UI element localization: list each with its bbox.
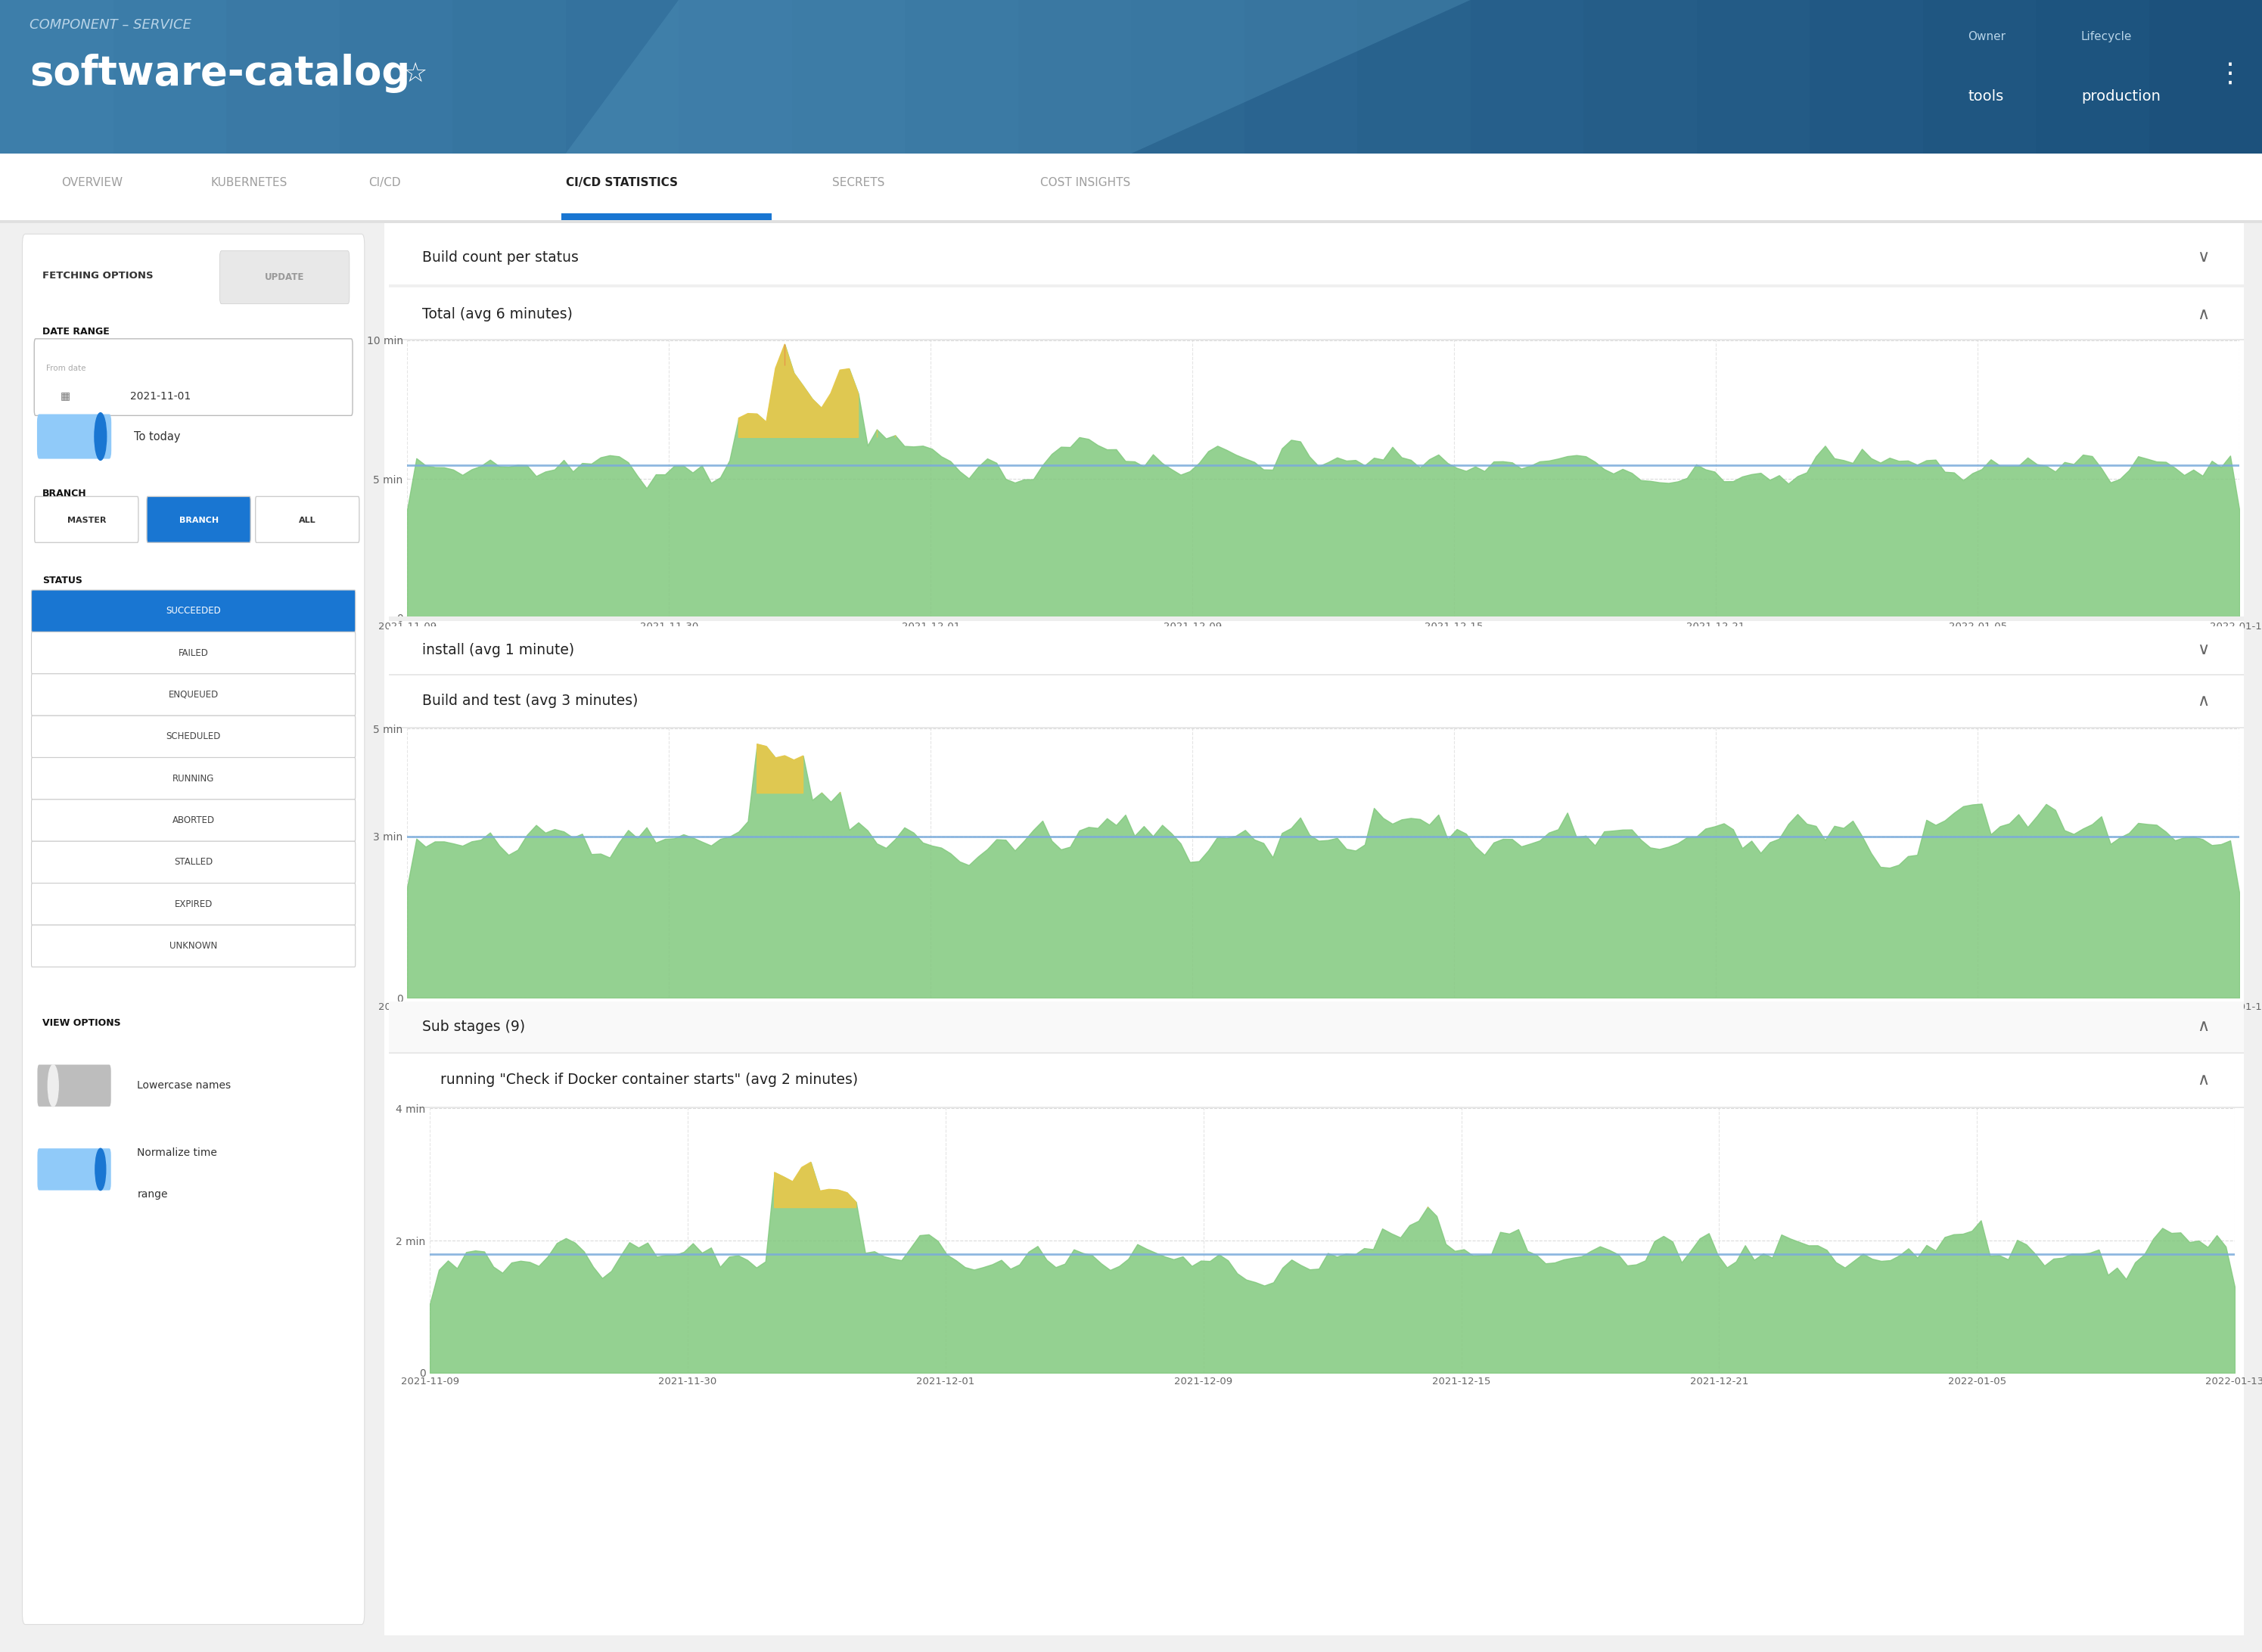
Text: 2021-11-01: 2021-11-01 [131,392,190,401]
Bar [1583,0,1696,154]
Text: ∨: ∨ [2196,249,2210,264]
Bar [679,0,792,154]
FancyBboxPatch shape [32,800,355,841]
Text: OVERVIEW: OVERVIEW [61,177,122,188]
Bar [1470,0,1583,154]
FancyBboxPatch shape [32,884,355,925]
FancyBboxPatch shape [38,1148,111,1191]
FancyBboxPatch shape [23,235,364,1624]
Text: software-catalog: software-catalog [29,55,409,94]
Text: KUBERNETES: KUBERNETES [210,177,287,188]
Text: ABORTED: ABORTED [172,816,215,826]
Bar [339,0,452,154]
Bar [566,0,679,154]
Text: RUNNING: RUNNING [172,773,215,783]
Bar [1810,0,1923,154]
Text: running "Check if Docker container starts" (avg 2 minutes): running "Check if Docker container start… [441,1072,857,1087]
Text: ▦: ▦ [61,392,70,401]
Text: SCHEDULED: SCHEDULED [165,732,222,742]
Text: Total (avg 6 minutes): Total (avg 6 minutes) [423,307,572,322]
Text: ∧: ∧ [2196,1072,2210,1087]
Circle shape [48,1064,59,1107]
Bar [792,0,905,154]
FancyBboxPatch shape [32,841,355,884]
Text: ☆: ☆ [403,61,428,86]
Text: range: range [138,1189,167,1199]
Bar [0,0,113,154]
Bar [1244,0,1357,154]
Text: CI/CD: CI/CD [369,177,400,188]
Text: FETCHING OPTIONS: FETCHING OPTIONS [43,271,154,281]
Text: VIEW OPTIONS: VIEW OPTIONS [43,1018,122,1028]
Bar [1696,0,1810,154]
Text: COST INSIGHTS: COST INSIGHTS [1041,177,1131,188]
Text: STALLED: STALLED [174,857,213,867]
Bar [905,0,1018,154]
Bar [2036,0,2149,154]
FancyBboxPatch shape [36,415,111,459]
Text: Lifecycle: Lifecycle [2081,31,2133,41]
Text: FAILED: FAILED [179,648,208,657]
Text: ∨: ∨ [2196,643,2210,657]
Text: tools: tools [1968,89,2004,104]
Text: MASTER: MASTER [68,517,106,524]
Text: CI/CD STATISTICS: CI/CD STATISTICS [566,177,676,188]
Text: SECRETS: SECRETS [832,177,884,188]
Text: Owner: Owner [1968,31,2006,41]
Text: ∧: ∧ [2196,1019,2210,1034]
Text: Sub stages (9): Sub stages (9) [423,1019,525,1034]
Text: UNKNOWN: UNKNOWN [170,942,217,952]
Text: Normalize time: Normalize time [138,1146,217,1158]
Text: Lowercase names: Lowercase names [138,1080,231,1090]
Text: ∧: ∧ [2196,307,2210,322]
FancyBboxPatch shape [34,339,353,416]
Text: Build and test (avg 3 minutes): Build and test (avg 3 minutes) [423,694,638,709]
Polygon shape [566,0,1470,154]
FancyBboxPatch shape [32,715,355,758]
FancyBboxPatch shape [32,758,355,800]
Bar [2149,0,2262,154]
Text: COMPONENT – SERVICE: COMPONENT – SERVICE [29,18,192,31]
Text: ALL: ALL [299,517,317,524]
FancyBboxPatch shape [32,633,355,674]
Text: STATUS: STATUS [43,575,84,585]
Text: DATE RANGE: DATE RANGE [43,327,111,337]
Bar [1018,0,1131,154]
Bar [452,0,566,154]
FancyBboxPatch shape [38,1064,111,1107]
Text: UPDATE: UPDATE [265,273,305,282]
Bar [1357,0,1470,154]
FancyBboxPatch shape [34,497,138,542]
Text: ENQUEUED: ENQUEUED [167,691,219,700]
FancyBboxPatch shape [256,497,360,542]
Text: ⋮: ⋮ [2217,61,2244,86]
Bar [226,0,339,154]
Text: Build count per status: Build count per status [423,249,579,264]
Bar [0,220,2262,223]
FancyBboxPatch shape [219,251,348,304]
Bar [1131,0,1244,154]
FancyBboxPatch shape [32,925,355,966]
Text: ∧: ∧ [2196,694,2210,709]
Text: To today: To today [133,431,181,443]
FancyBboxPatch shape [147,497,251,542]
Text: From date: From date [45,365,86,372]
Text: BRANCH: BRANCH [179,517,219,524]
Text: BRANCH: BRANCH [43,489,86,499]
Text: production: production [2081,89,2160,104]
Circle shape [95,1148,106,1191]
Bar [561,213,771,220]
Bar [389,1632,2244,1635]
Text: SUCCEEDED: SUCCEEDED [165,606,222,616]
FancyBboxPatch shape [32,674,355,715]
Text: install (avg 1 minute): install (avg 1 minute) [423,643,575,657]
Bar [1923,0,2036,154]
Circle shape [95,413,106,461]
Text: EXPIRED: EXPIRED [174,899,213,909]
FancyBboxPatch shape [32,590,355,633]
Bar [113,0,226,154]
